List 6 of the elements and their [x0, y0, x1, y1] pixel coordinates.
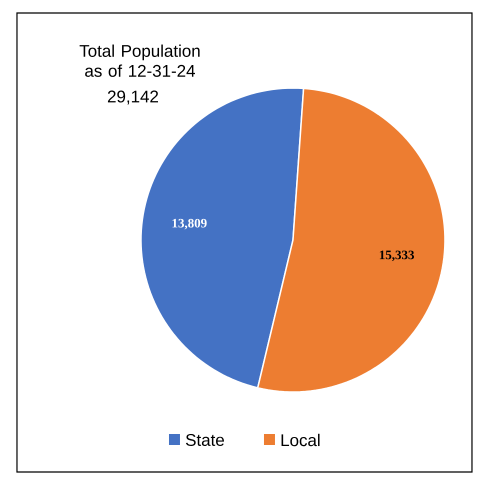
data-label: 15,333	[380, 250, 414, 262]
legend-label: State	[186, 434, 224, 446]
legend-label: Local	[282, 434, 320, 446]
data-label: 13,809	[172, 218, 207, 230]
chart-title: Total Population as of 12-31-24	[80, 44, 200, 77]
chart-subtitle: 29,142	[108, 90, 158, 105]
